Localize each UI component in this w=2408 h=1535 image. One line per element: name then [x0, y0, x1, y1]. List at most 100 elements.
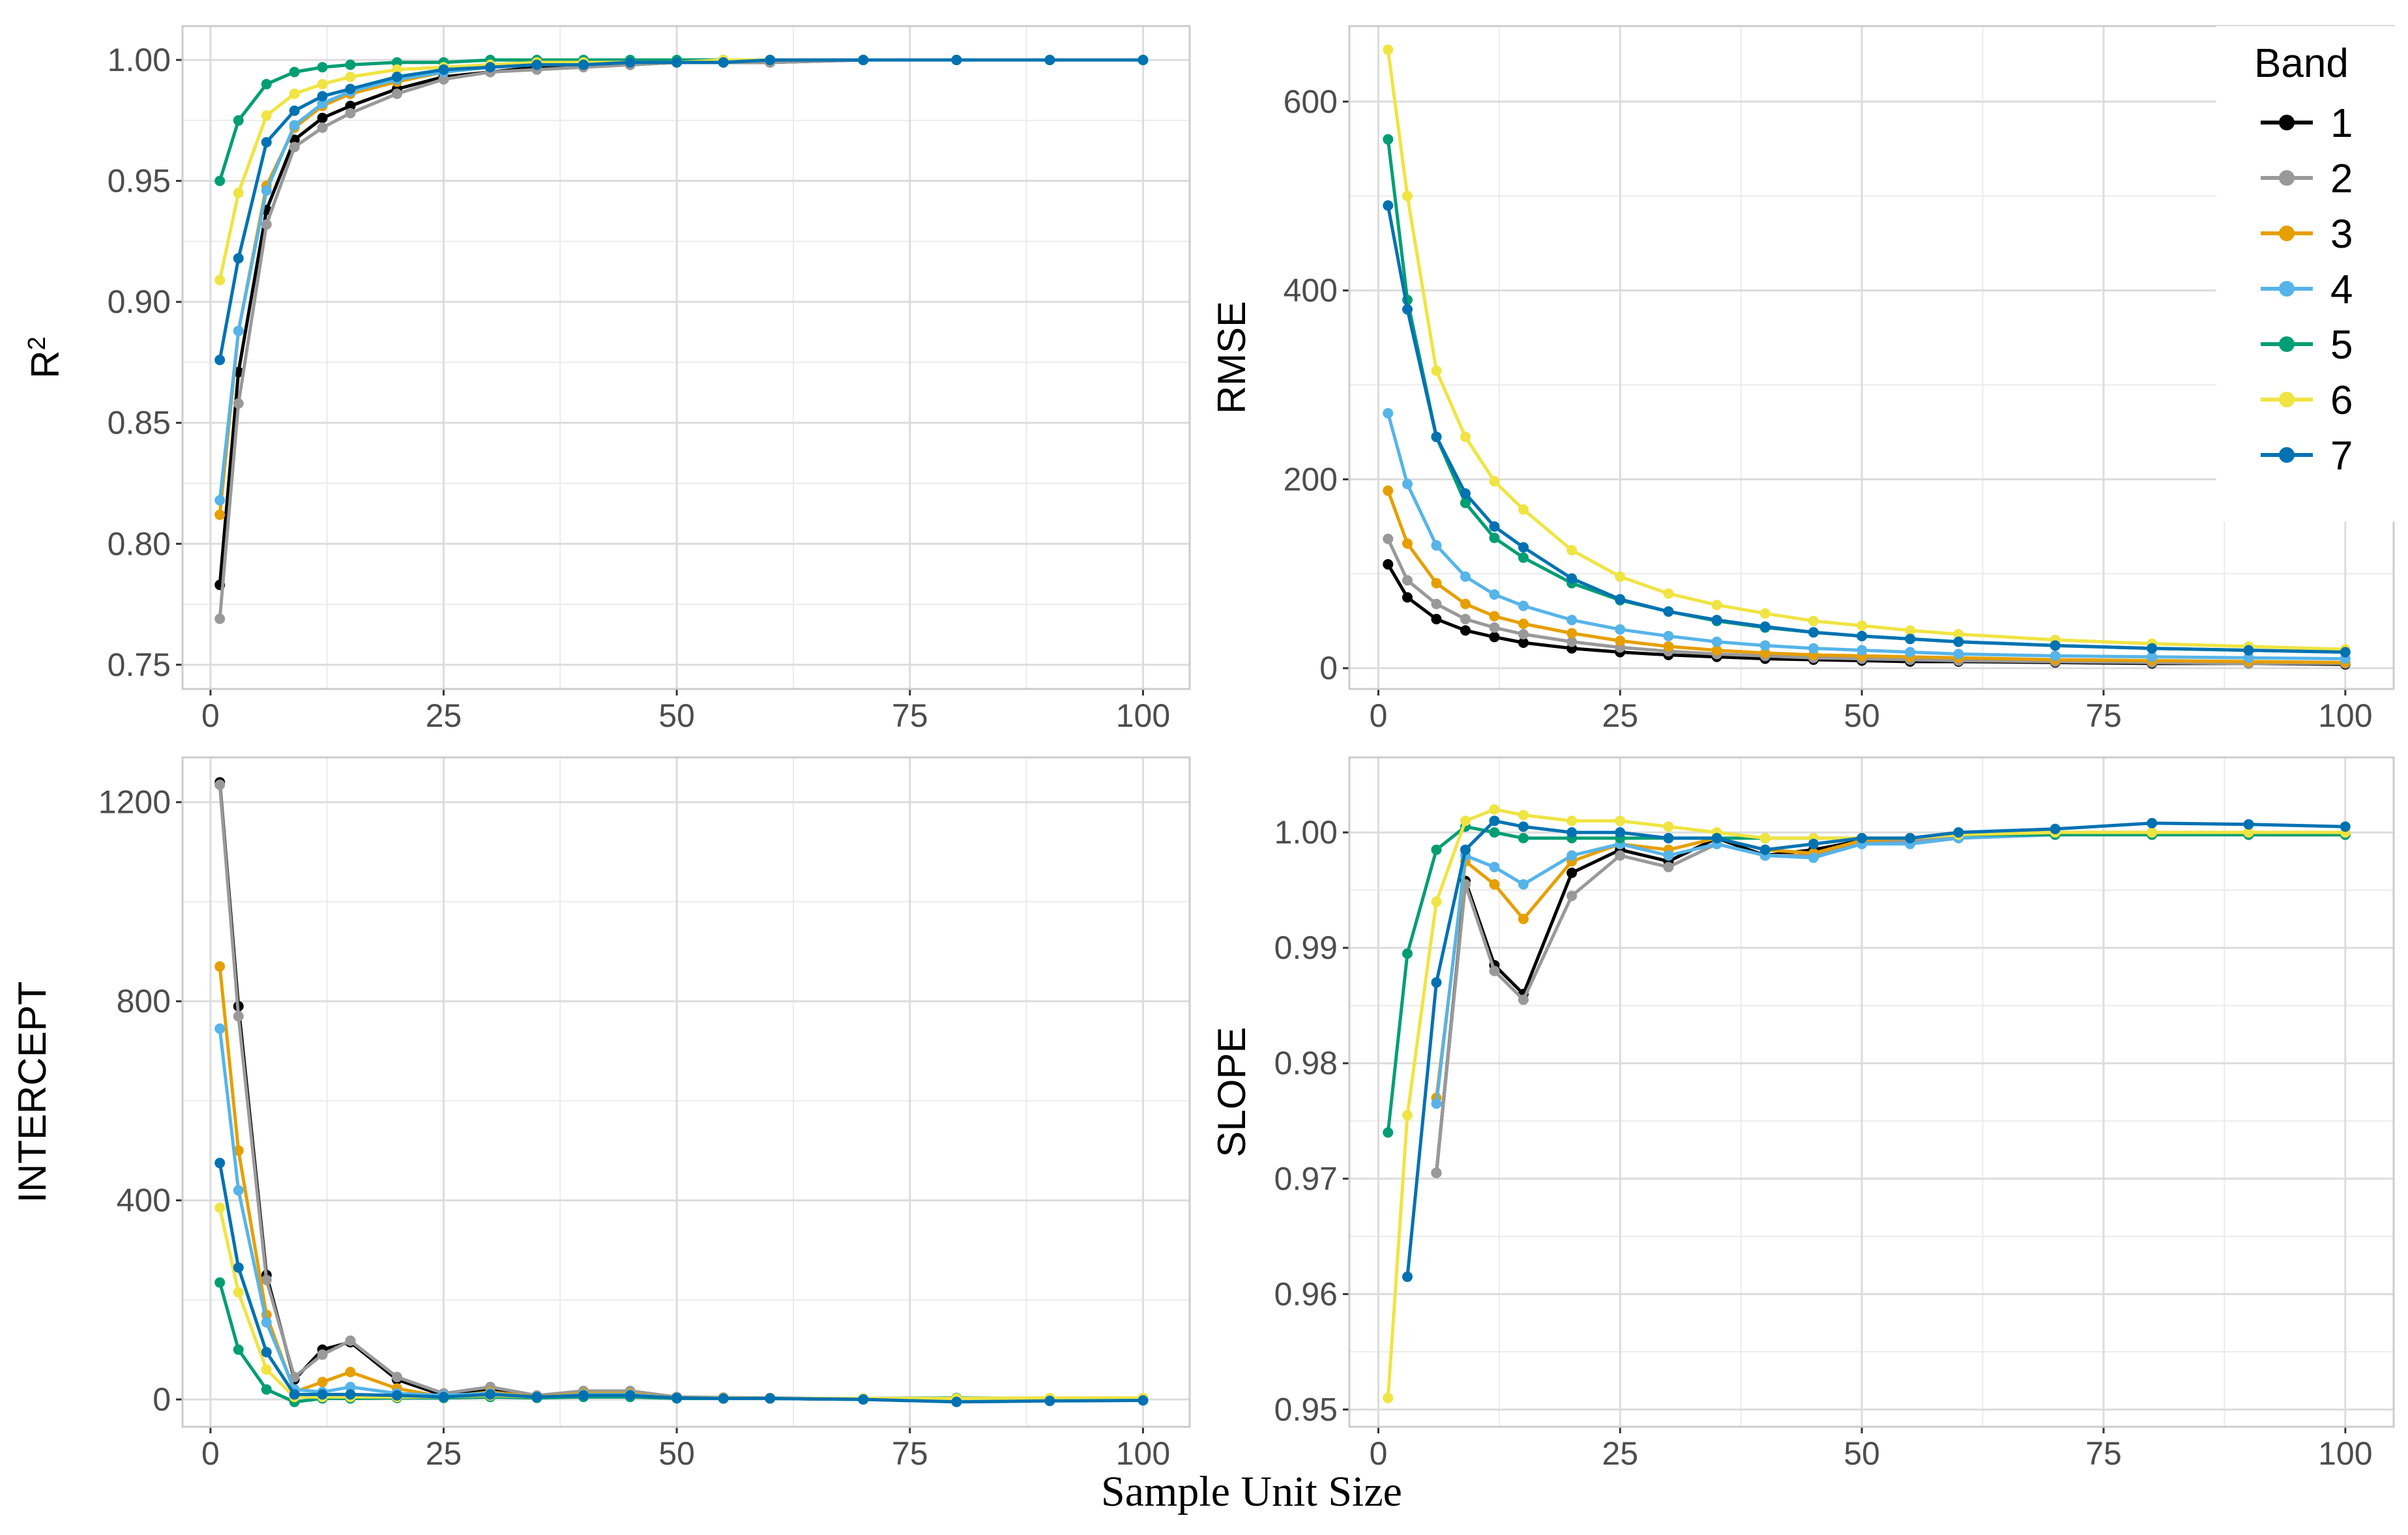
y-tick-label: 400 [1284, 272, 1338, 309]
panel-intercept: 0 25 50 75 100 0 400 800 1200 INTERCEPT [10, 756, 1191, 1472]
series-line-band-2 [1435, 833, 2345, 1173]
data-point-band-5 [1383, 1127, 1394, 1138]
data-point-band-7 [438, 64, 449, 75]
data-point-band-1 [1489, 632, 1500, 643]
data-point-band-4 [1759, 640, 1770, 651]
data-point-band-6 [1518, 810, 1529, 821]
data-point-band-7 [2049, 640, 2061, 651]
data-point-band-2 [1566, 890, 1578, 901]
series-line-band-6 [1386, 808, 2345, 1398]
data-point-band-3 [233, 1145, 244, 1156]
y-axis-title: INTERCEPT [10, 981, 54, 1203]
data-point-band-4 [1663, 630, 1674, 641]
data-point-band-4 [2147, 651, 2158, 662]
data-point-band-7 [2340, 647, 2351, 658]
data-point-band-7 [1615, 827, 1626, 838]
data-point-band-6 [1402, 190, 1413, 201]
y-tick-label: 1200 [98, 784, 171, 821]
data-point-band-3 [1383, 485, 1394, 496]
data-point-band-7 [718, 57, 729, 68]
legend-key-point [2279, 336, 2295, 352]
data-point-band-4 [1808, 643, 1819, 654]
legend-key-point [2279, 392, 2295, 407]
series-line-band-4 [218, 1028, 1143, 1401]
x-tick-label: 25 [1602, 697, 1639, 734]
x-tick-label: 75 [892, 1435, 928, 1472]
data-point-band-2 [1615, 850, 1626, 861]
data-point-band-7 [671, 57, 683, 68]
data-point-band-6 [1857, 620, 1868, 631]
series-line-band-7 [1405, 819, 2345, 1278]
data-point-band-7 [2147, 817, 2158, 828]
data-point-band-7 [858, 1394, 869, 1405]
legend: Band 1 2 3 4 5 6 7 [2216, 26, 2408, 521]
data-point-band-7 [671, 1392, 683, 1403]
data-point-band-3 [1402, 538, 1413, 549]
x-tick-label: 25 [426, 697, 462, 734]
legend-item-band-4: 4 [2261, 267, 2353, 312]
data-point-band-7 [578, 59, 589, 70]
data-point-band-7 [214, 1158, 226, 1169]
data-point-band-6 [2243, 827, 2254, 838]
data-point-band-7 [1808, 627, 1819, 638]
data-point-band-3 [1489, 611, 1500, 622]
data-point-band-6 [1431, 365, 1442, 376]
data-point-band-7 [624, 1390, 636, 1401]
data-point-band-2 [214, 613, 226, 624]
data-point-band-7 [531, 59, 542, 70]
data-point-band-6 [261, 1364, 272, 1375]
data-point-band-4 [2049, 651, 2061, 662]
data-point-band-5 [1460, 497, 1471, 508]
data-point-band-3 [1431, 577, 1442, 589]
data-point-band-4 [214, 495, 226, 506]
major-gridlines [183, 757, 1190, 1427]
data-point-band-7 [1953, 827, 1964, 838]
data-point-band-1 [317, 113, 328, 123]
series-band-7 [1383, 200, 2351, 658]
y-tick-label: 0.96 [1274, 1276, 1338, 1312]
data-point-band-7 [233, 1262, 244, 1273]
series-band-6 [1383, 44, 2351, 655]
data-point-band-2 [1566, 636, 1578, 647]
series-band-4 [214, 55, 1149, 506]
data-point-band-7 [1953, 636, 1964, 647]
legend-item-band-7: 7 [2261, 433, 2353, 478]
data-point-band-6 [1615, 815, 1626, 826]
legend-key-point [2279, 447, 2295, 463]
data-point-band-7 [392, 1390, 402, 1401]
legend-item-band-5: 5 [2261, 323, 2353, 368]
data-point-band-6 [1759, 608, 1770, 619]
data-point-band-1 [345, 100, 356, 111]
data-point-band-7 [1857, 832, 1868, 843]
data-point-band-7 [1663, 832, 1674, 843]
data-point-band-6 [1402, 1109, 1413, 1120]
legend-background [2216, 26, 2408, 521]
data-point-band-2 [1489, 622, 1500, 633]
y-tick-label: 0.80 [108, 525, 171, 562]
data-point-band-6 [392, 64, 402, 75]
data-point-band-7 [718, 1393, 729, 1404]
data-point-band-4 [1566, 850, 1578, 861]
data-point-band-7 [1402, 304, 1413, 315]
data-point-band-2 [317, 122, 328, 133]
data-point-band-5 [1489, 827, 1500, 838]
data-point-band-7 [289, 1389, 300, 1400]
data-point-band-7 [2049, 823, 2061, 834]
data-point-band-7 [951, 1396, 962, 1407]
series-band-4 [1383, 408, 2351, 664]
data-point-band-5 [214, 175, 226, 186]
y-tick-label: 0.99 [1274, 929, 1338, 966]
series-layer [214, 55, 1149, 624]
legend-item-band-6: 6 [2261, 378, 2353, 423]
y-tick-label: 0 [153, 1381, 171, 1418]
legend-label: 4 [2330, 267, 2353, 312]
legend-label: 1 [2330, 101, 2353, 146]
x-tick-label: 50 [658, 697, 695, 734]
data-point-band-7 [1431, 977, 1442, 988]
data-point-band-7 [345, 83, 356, 95]
data-point-band-7 [261, 1347, 272, 1358]
data-point-band-6 [1663, 588, 1674, 599]
data-point-band-2 [1518, 994, 1529, 1005]
y-tick-label: 200 [1284, 461, 1338, 497]
data-point-band-5 [392, 57, 402, 68]
